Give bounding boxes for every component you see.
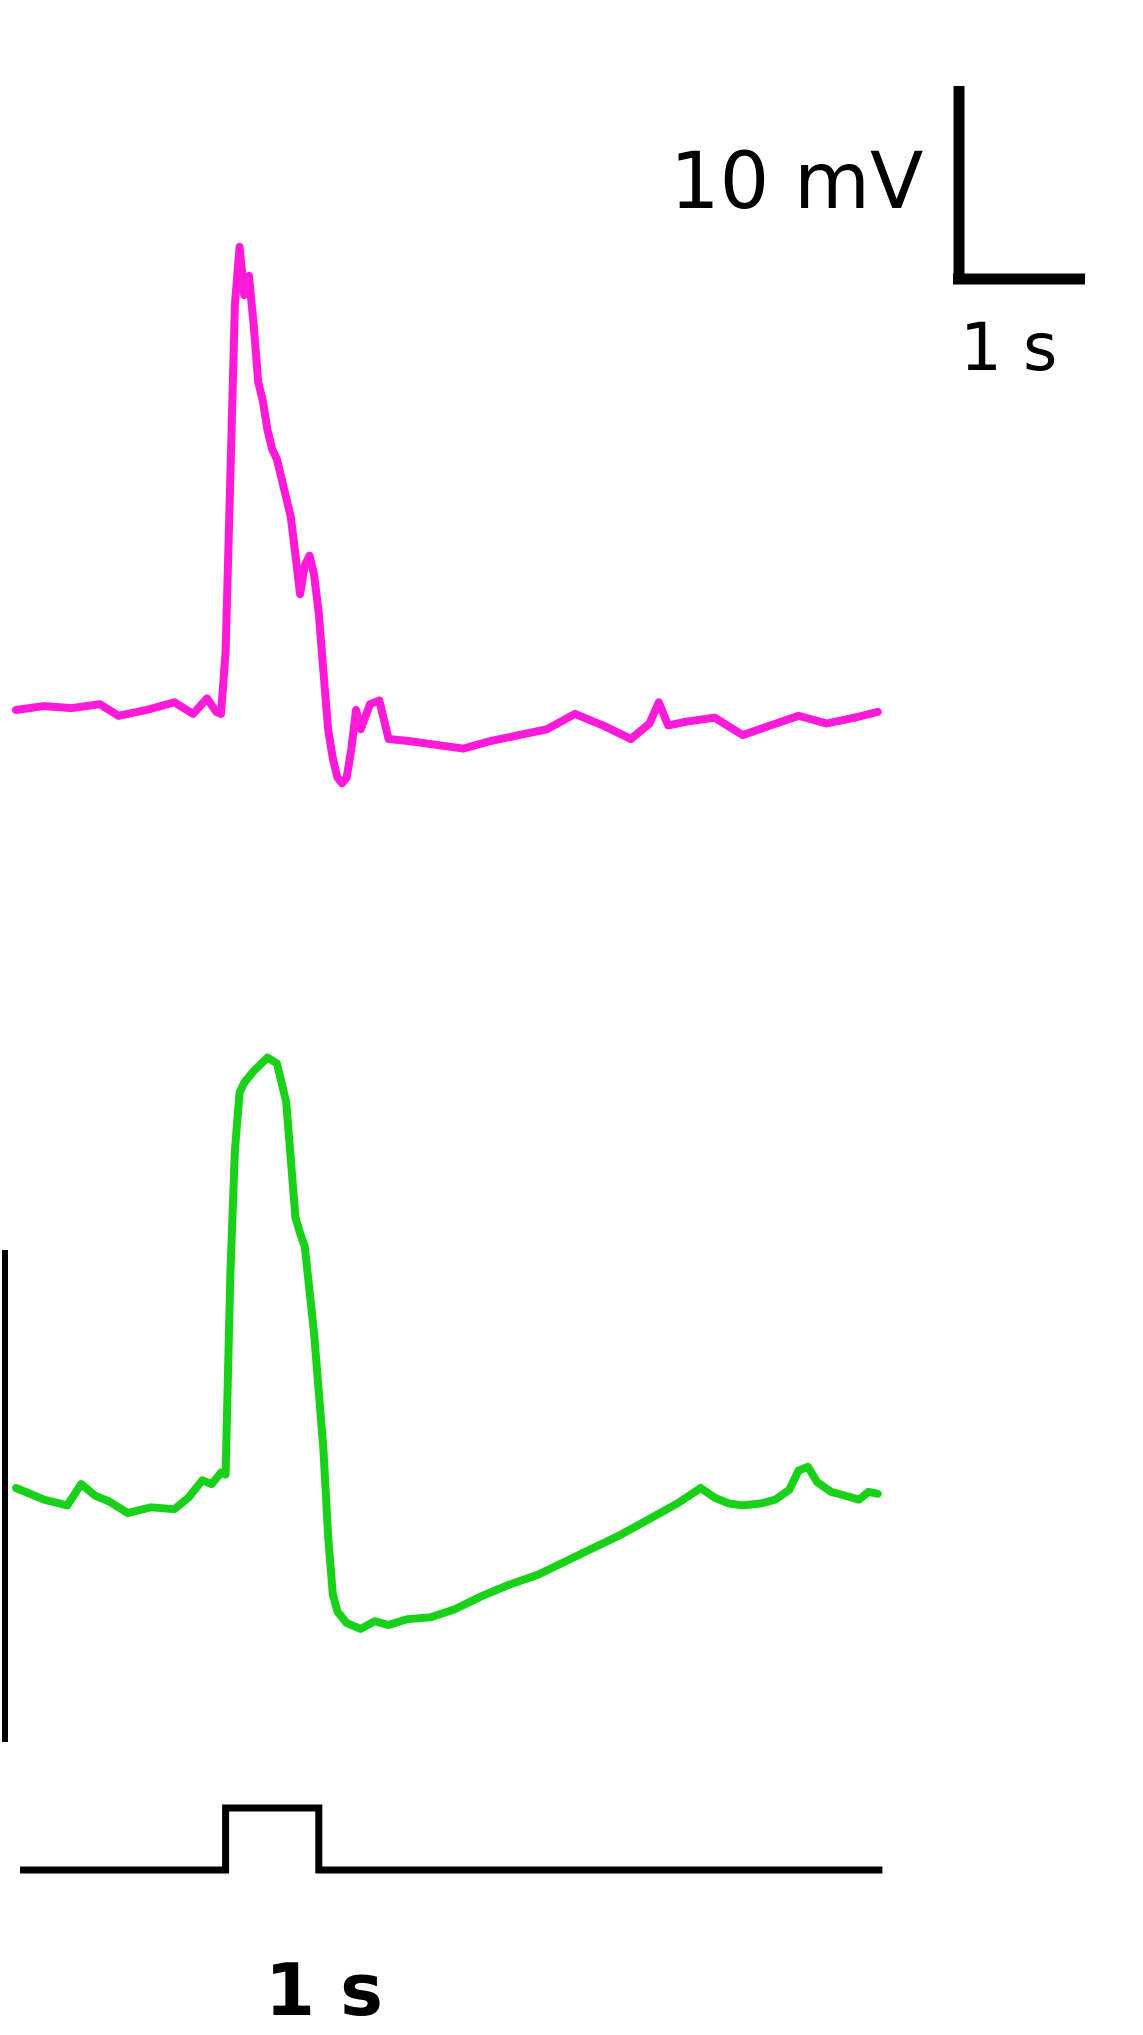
trace-line-2 — [12, 1053, 882, 1633]
stimulus-duration-label: 1 s — [265, 1948, 383, 2032]
stimulus-line — [20, 1804, 883, 1874]
scale-bar: 10 mV 1 s — [670, 86, 1085, 386]
stimulus-step: 1 s — [20, 1804, 883, 2032]
scale-bar-voltage-label: 10 mV — [670, 137, 923, 227]
scale-bar-time-label: 1 s — [960, 309, 1057, 386]
traces-group — [12, 242, 882, 1633]
trace-line-1 — [12, 242, 882, 788]
